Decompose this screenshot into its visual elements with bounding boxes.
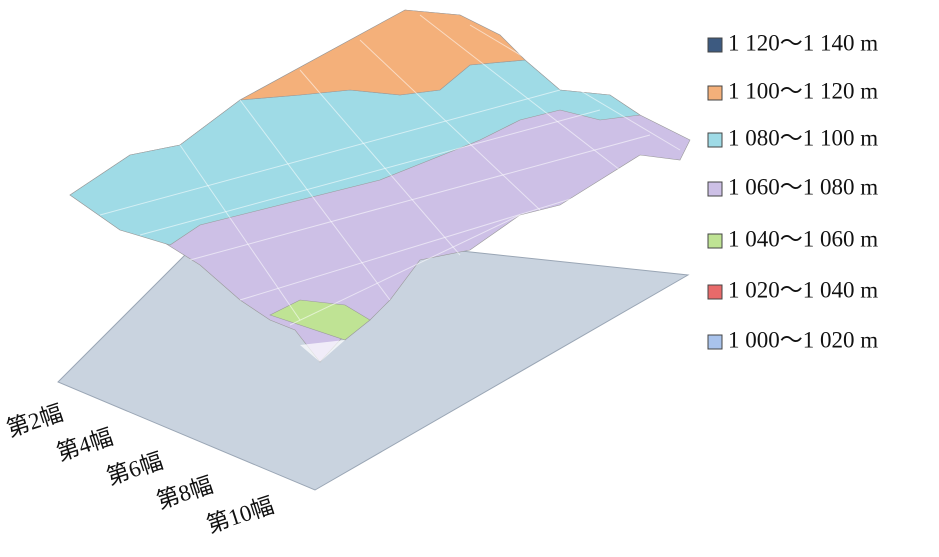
legend-swatch [707, 284, 723, 300]
legend-swatch [707, 132, 723, 148]
axis-label: 第2幅 [3, 400, 65, 442]
legend-swatch [707, 233, 723, 249]
legend-label: 1 120～1 140 m [728, 30, 878, 55]
legend: 1 120～1 140 m 1 100～1 120 m 1 080～1 100 m 1… [707, 30, 878, 352]
legend-swatch [707, 85, 723, 101]
surface-band [269, 299, 371, 341]
legend-label: 1 080～1 100 m [728, 125, 878, 150]
surface-band [239, 9, 526, 101]
legend-label: 1 040～1 060 m [728, 226, 878, 251]
legend-swatch [707, 37, 723, 53]
legend-label: 1 020～1 040 m [728, 277, 878, 302]
legend-label: 1 000～1 020 m [728, 327, 878, 352]
legend-label: 1 060～1 080 m [728, 174, 878, 199]
legend-swatch [707, 334, 723, 350]
axis-label: 第8幅 [153, 472, 215, 514]
legend-label: 1 100～1 120 m [728, 78, 878, 103]
surface-highlight [300, 340, 345, 362]
surface-grid [99, 14, 681, 326]
legend-swatch [707, 181, 723, 197]
axis-label: 第4幅 [53, 424, 115, 466]
base-plane [57, 224, 690, 491]
axis-label: 第6幅 [103, 448, 165, 490]
axis-label: 第10幅 [203, 493, 276, 538]
surface [69, 9, 691, 363]
